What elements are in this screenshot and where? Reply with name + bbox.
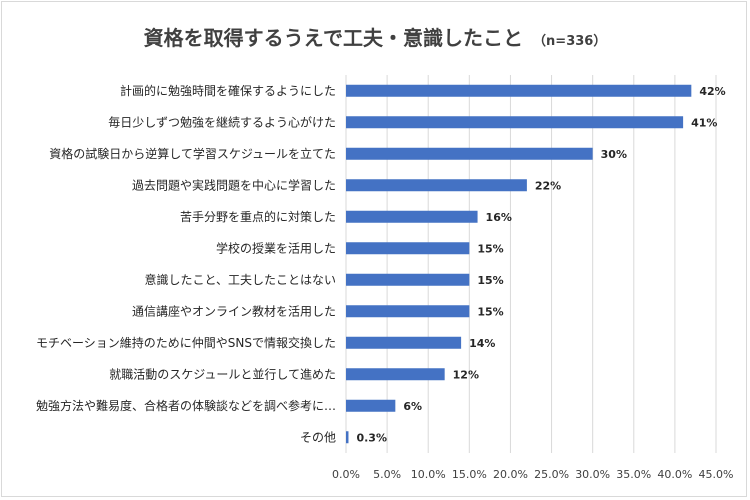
value-label: 41% [691, 116, 717, 129]
category-label: 毎日少しずつ勉強を継続するよう心がけた [108, 114, 336, 129]
bar [346, 147, 593, 160]
x-tick-label: 45.0% [699, 468, 734, 481]
bar [346, 84, 692, 97]
x-tick-label: 20.0% [493, 468, 528, 481]
value-label: 0.3% [356, 431, 387, 444]
category-label: モチベーション維持のために仲間やSNSで情報交換した [36, 335, 336, 350]
category-label: 苦手分野を重点的に対策した [180, 209, 336, 224]
value-label: 6% [403, 400, 422, 413]
category-label: 学校の授業を活用した [216, 240, 336, 255]
bar [346, 305, 470, 318]
bars [346, 84, 692, 444]
category-label: 意識したこと、工夫したことはない [144, 272, 336, 287]
value-label: 15% [477, 305, 503, 318]
bar [346, 431, 349, 444]
value-label: 15% [477, 274, 503, 287]
category-label: その他 [300, 430, 336, 444]
x-tick-label: 15.0% [452, 468, 487, 481]
value-label: 14% [469, 337, 495, 350]
x-tick-label: 35.0% [616, 468, 651, 481]
bar [346, 399, 396, 412]
x-tick-label: 25.0% [534, 468, 569, 481]
bar [346, 116, 684, 129]
bar [346, 336, 462, 349]
value-labels: 42% 41% 30% 22% 16% 15% 15% 15% 14% 12% 6% 0.3% [356, 85, 725, 445]
x-tick-label: 40.0% [657, 468, 692, 481]
category-label: 過去問題や実践問題を中心に学習した [132, 177, 336, 192]
value-label: 30% [601, 148, 627, 161]
x-tick-label: 5.0% [373, 468, 401, 481]
category-label: 勉強方法や難易度、合格者の体験談などを調べ参考に… [36, 398, 336, 413]
chart-title: 資格を取得するうえで工夫・意識したこと [143, 26, 524, 50]
category-labels: 計画的に勉強時間を確保するようにした毎日少しずつ勉強を継続するよう心がけた資格の… [36, 83, 336, 445]
chart-subtitle: （n=336） [533, 34, 607, 49]
category-label: 資格の試験日から逆算して学習スケジュールを立てた [49, 146, 336, 161]
gridlines [345, 75, 717, 453]
value-label: 15% [477, 242, 503, 255]
chart-title-block: 資格を取得するうえで工夫・意識したこと （n=336） [0, 22, 750, 51]
bar [346, 210, 478, 223]
category-label: 通信講座やオンライン教材を活用した [132, 303, 336, 318]
value-label: 16% [486, 211, 512, 224]
x-tick-label: 0.0% [332, 468, 360, 481]
category-label: 就職活動のスケジュールと並行して進めた [109, 367, 336, 381]
value-label: 22% [535, 179, 561, 192]
x-tick-label: 30.0% [575, 468, 610, 481]
x-tick-label: 10.0% [411, 468, 446, 481]
x-tick-labels: 0.0% 5.0% 10.0% 15.0% 20.0% 25.0% 30.0% 35.0% 40… [332, 468, 733, 481]
bar [346, 273, 470, 286]
bar [346, 242, 470, 255]
category-label: 計画的に勉強時間を確保するようにした [120, 83, 336, 98]
value-label: 12% [453, 368, 479, 381]
value-label: 42% [699, 85, 725, 98]
bar [346, 368, 445, 381]
bar [346, 179, 527, 192]
